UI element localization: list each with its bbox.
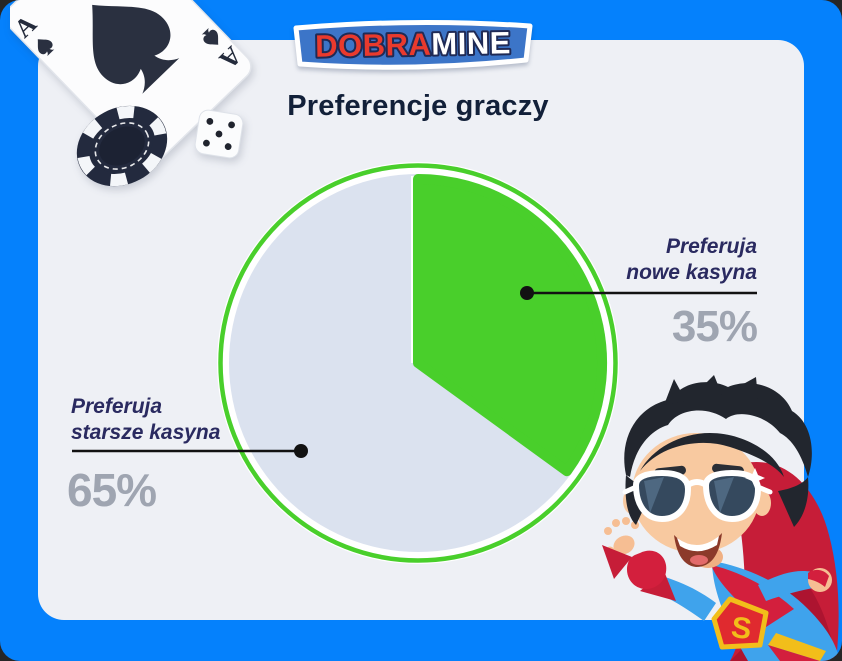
logo-text: DOBRAMINE: [315, 25, 511, 63]
logo-badge: [293, 19, 533, 70]
spade-icon-small: [201, 27, 219, 45]
poker-chip-icon: [76, 105, 168, 187]
mascot-belt: [768, 633, 826, 661]
spade-icon: [92, 4, 180, 94]
mascot-emblem-letter: S: [729, 611, 753, 646]
mascot-glove-left: [626, 550, 667, 589]
callout-label-line1: Preferuja: [665, 235, 757, 258]
mascot-trunks: [768, 645, 820, 661]
callout-value-starsze: 65%: [67, 464, 157, 516]
dice-icon: [194, 109, 244, 159]
callout-label-line2: starsze kasyna: [71, 421, 221, 444]
callout-label-line1: Preferuja: [71, 395, 163, 418]
superhero-mascot: S: [602, 375, 840, 661]
mascot-collar: [711, 565, 794, 627]
callout-old-casinos: Preferuja starsze kasyna 65%: [67, 394, 221, 517]
callout-new-casinos: Preferuja nowe kasyna 35%: [626, 234, 758, 352]
callout-label-line2: nowe kasyna: [626, 261, 757, 284]
mascot-emblem-shield: [711, 596, 769, 650]
dobramine-logo: DOBRAMINE: [293, 19, 533, 70]
logo-part1: DOBRA: [315, 27, 432, 64]
callout-value-nowe: 35%: [671, 302, 758, 351]
ace-of-spades-card: A A: [10, 0, 252, 167]
spade-icon-small: [37, 39, 55, 57]
mascot-right-arm: [758, 571, 818, 601]
casino-decorations: A A: [10, 0, 252, 187]
page-title: Preferencje graczy: [287, 90, 549, 122]
mascot-face: [632, 433, 760, 553]
mascot-hair: [624, 382, 812, 477]
sunglasses-icon: [622, 468, 773, 523]
mascot-glove-flare: [640, 571, 676, 601]
logo-part2: MINE: [431, 25, 511, 61]
mascot-glove-right: [808, 569, 829, 587]
